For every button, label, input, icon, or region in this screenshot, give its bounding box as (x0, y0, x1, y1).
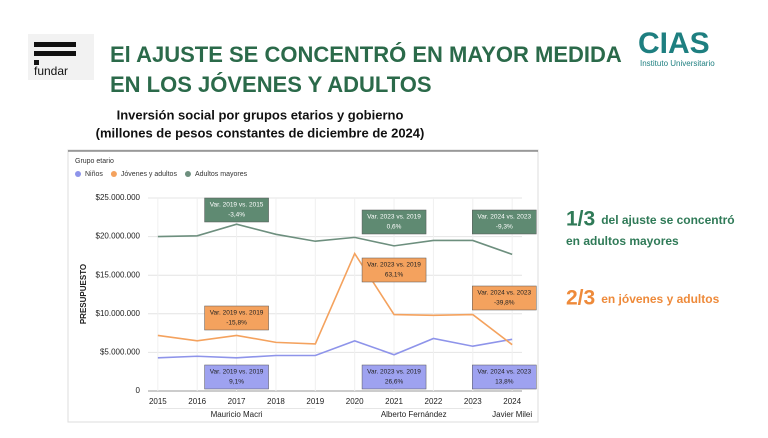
slide-title: EN LOS JÓVENES Y ADULTOS (110, 72, 432, 97)
x-tick-label: 2024 (503, 397, 521, 406)
logo-bar (34, 60, 39, 65)
period-label: Alberto Fernández (381, 410, 447, 419)
annotation-box (472, 364, 537, 390)
annotation-text: 0,6% (387, 224, 402, 231)
legend-label: Niños (85, 171, 103, 178)
chart-subtitle: (millones de pesos constantes de diciemb… (96, 125, 425, 140)
side-note-text: en adultos mayores (566, 234, 679, 248)
legend-title: Grupo etario (75, 158, 114, 165)
y-axis-label: PRESUPUESTO (79, 264, 88, 324)
y-tick-label: $5.000.000 (100, 348, 141, 357)
chart-panel (67, 149, 539, 423)
period-label: Mauricio Macri (211, 410, 263, 419)
x-tick-label: 2016 (188, 397, 206, 406)
period-span (157, 408, 316, 409)
logo-text: fundar (34, 64, 68, 78)
series-line (157, 223, 513, 256)
annotation-text: -9,3% (496, 224, 513, 231)
annotation-text: Var. 2019 vs. 2019 (210, 310, 264, 317)
annotation-text: Var. 2023 vs. 2019 (367, 214, 421, 221)
annotation-box (361, 364, 427, 390)
annotation-box (472, 209, 537, 235)
chart-title: Inversión social por grupos etarios y go… (117, 107, 404, 122)
series-line (157, 337, 513, 359)
legend-swatch (184, 171, 191, 177)
legend-label: Jóvenes y adultos (121, 171, 178, 178)
period-span (354, 408, 473, 409)
annotation-text: Var. 2024 vs. 2023 (477, 290, 531, 297)
annotation-text: -15,8% (226, 320, 247, 327)
x-tick-label: 2018 (267, 397, 285, 406)
y-tick-label: 0 (136, 386, 141, 395)
y-tick-label: $10.000.000 (96, 309, 141, 318)
annotation-box (361, 257, 427, 283)
side-fraction: 1/3 (566, 208, 595, 231)
side-note-text: en jóvenes y adultos (601, 292, 719, 306)
annotation-text: 26,6% (385, 379, 404, 386)
annotation-text: Var. 2024 vs. 2023 (477, 214, 531, 221)
fundar-logo: fundar (28, 34, 94, 80)
annotation-text: Var. 2023 vs. 2019 (367, 262, 421, 269)
logo-bg (28, 34, 94, 80)
legend-swatch (75, 171, 81, 177)
series-line (157, 251, 513, 346)
side-fraction: 2/3 (566, 287, 595, 310)
annotation-text: Var. 2024 vs. 2023 (477, 369, 531, 376)
annotation-box (204, 197, 269, 223)
legend-swatch (110, 171, 117, 177)
annotation-text: 13,8% (495, 379, 514, 386)
annotation-box (204, 305, 269, 331)
annotation-text: -3,4% (228, 212, 245, 219)
x-tick-label: 2022 (425, 397, 443, 406)
x-tick-label: 2015 (149, 397, 167, 406)
period-label: Javier Milei (492, 410, 532, 419)
annotation-text: Var. 2019 vs. 2015 (210, 202, 264, 209)
annotation-text: 9,1% (229, 379, 244, 386)
slide-title: El AJUSTE SE CONCENTRÓ EN MAYOR MEDIDA (110, 42, 622, 67)
cias-logo: CIAS (638, 27, 710, 60)
annotation-text: -39,8% (494, 300, 515, 307)
x-tick-label: 2023 (464, 397, 482, 406)
legend-label: Adultos mayores (195, 171, 248, 178)
y-tick-label: $15.000.000 (96, 270, 141, 279)
x-tick-label: 2017 (228, 397, 246, 406)
cias-sub: Instituto Universitario (640, 59, 715, 68)
x-tick-label: 2019 (306, 397, 324, 406)
annotation-box (472, 285, 537, 311)
logo-bar (34, 42, 76, 47)
x-tick-label: 2020 (346, 397, 364, 406)
y-tick-label: $25.000.000 (96, 193, 141, 202)
y-tick-label: $20.000.000 (96, 232, 141, 241)
period-span (512, 408, 513, 409)
annotation-text: Var. 2019 vs. 2019 (210, 369, 264, 376)
annotation-box (204, 364, 269, 390)
annotation-box (361, 209, 427, 235)
side-note-text: del ajuste se concentró (601, 213, 734, 227)
x-tick-label: 2021 (385, 397, 403, 406)
annotation-text: 63,1% (385, 272, 404, 279)
logo-bar (34, 51, 76, 56)
annotation-text: Var. 2023 vs. 2019 (367, 369, 421, 376)
